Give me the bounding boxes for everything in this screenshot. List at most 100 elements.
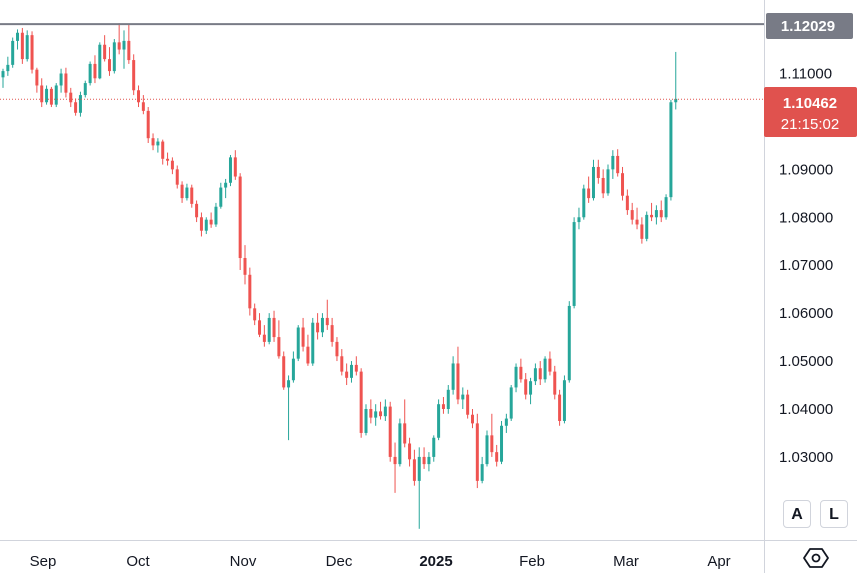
candle-down [548, 358, 552, 372]
candle-down [238, 176, 242, 259]
candle-up [500, 425, 504, 462]
candle-up [185, 187, 189, 199]
candle-up [582, 188, 586, 218]
time-axis[interactable]: Sep Oct Nov Dec 2025 Feb Mar Apr [30, 553, 731, 570]
candle-down [456, 363, 460, 400]
candle-up [214, 206, 218, 225]
candle-down [127, 40, 131, 61]
candle-down [650, 214, 654, 218]
auto-scale-button[interactable]: A [783, 500, 811, 528]
candle-up [485, 435, 489, 465]
candle-down [490, 435, 494, 453]
candle-down [441, 404, 445, 409]
candle-up [427, 456, 431, 465]
candle-down [495, 452, 499, 462]
candle-up [611, 155, 615, 170]
candle-down [180, 184, 184, 199]
candle-down [137, 90, 141, 103]
candle-down [69, 92, 73, 103]
candle-up [98, 44, 102, 79]
candle-down [146, 110, 150, 139]
candle-up [204, 219, 208, 231]
candle-up [504, 418, 508, 426]
candle-up [451, 363, 455, 390]
candle-up [543, 358, 547, 380]
price-tick-label: 1.05000 [779, 353, 833, 370]
candle-down [64, 73, 68, 93]
candle-up [529, 381, 533, 395]
price-axis[interactable]: 1.11000 1.09000 1.08000 1.07000 1.06000 1.050… [779, 65, 833, 465]
candle-down [393, 456, 397, 465]
candle-down [335, 341, 339, 357]
candle-down [117, 42, 121, 50]
candle-up [461, 394, 465, 400]
bar-countdown-label: 21:15:02 [781, 116, 839, 133]
candle-up [572, 222, 576, 306]
candle-up [577, 217, 581, 223]
candle-up [383, 406, 387, 417]
candle-down [195, 203, 199, 218]
candle-down [166, 158, 170, 161]
candle-down [35, 69, 39, 86]
candle-down [199, 217, 203, 231]
price-tick-label: 1.09000 [779, 161, 833, 178]
candle-up [296, 327, 300, 359]
price-tick-label: 1.03000 [779, 449, 833, 466]
candle-up [156, 141, 160, 146]
candle-down [262, 334, 266, 342]
candle-down [209, 219, 213, 225]
candle-down [258, 320, 262, 335]
price-tick-label: 1.11000 [779, 65, 832, 82]
candle-up [122, 40, 126, 50]
candle-down [161, 141, 165, 159]
candle-up [398, 423, 402, 465]
candle-up [645, 214, 649, 239]
candle-down [151, 138, 155, 146]
candle-down [558, 394, 562, 421]
candle-down [40, 85, 44, 103]
candle-up [224, 182, 228, 188]
candle-down [601, 177, 605, 194]
candle-down [272, 317, 276, 338]
candle-up [16, 32, 20, 41]
candle-down [640, 224, 644, 239]
candle-down [93, 63, 97, 79]
time-tick-label: 2025 [419, 553, 452, 570]
candle-up [54, 85, 58, 105]
price-tick-label: 1.07000 [779, 257, 833, 274]
candle-down [475, 423, 479, 481]
candle-down [170, 160, 174, 170]
candle-up [45, 88, 49, 103]
candle-down [470, 414, 474, 424]
candle-down [316, 322, 320, 333]
candle-up [320, 317, 324, 333]
time-tick-label: Feb [519, 553, 545, 570]
candle-down [616, 155, 620, 174]
candle-down [325, 317, 329, 326]
candle-down [635, 219, 639, 225]
candle-up [112, 42, 116, 72]
candle-up [311, 322, 315, 364]
candle-up [25, 35, 29, 60]
candle-down [630, 210, 634, 220]
resistance-level-tag [766, 13, 853, 39]
candles-layer [1, 23, 678, 529]
candle-down [282, 356, 286, 388]
time-tick-label: Apr [707, 553, 730, 570]
candle-down [306, 346, 310, 364]
candle-down [103, 44, 107, 60]
candle-up [514, 366, 518, 388]
candle-down [403, 423, 407, 444]
chart-settings-button[interactable] [800, 544, 832, 572]
candle-down [524, 379, 528, 395]
candle-up [509, 387, 513, 419]
candle-down [49, 88, 53, 105]
log-scale-button[interactable]: L [820, 500, 848, 528]
price-tick-label: 1.04000 [779, 401, 833, 418]
candle-down [354, 364, 358, 372]
candle-up [664, 197, 668, 218]
candle-up [480, 464, 484, 481]
candle-up [591, 166, 595, 199]
candle-down [553, 371, 557, 395]
